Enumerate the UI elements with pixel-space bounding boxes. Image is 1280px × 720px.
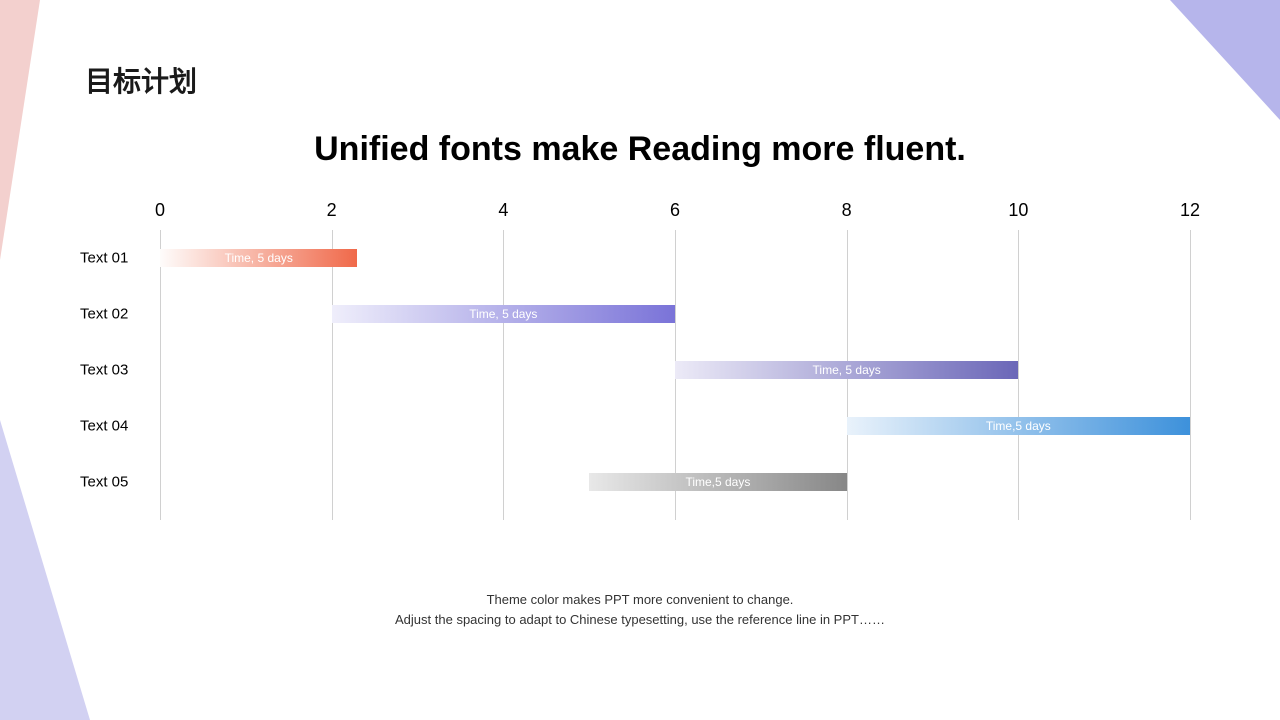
gantt-bar: Time, 5 days — [675, 361, 1018, 379]
footer-line-1: Theme color makes PPT more convenient to… — [0, 590, 1280, 610]
gridline — [1190, 230, 1191, 520]
corner-bottom-left — [0, 420, 90, 720]
gridline — [1018, 230, 1019, 520]
x-tick-label: 10 — [1008, 200, 1028, 221]
gantt-bar: Time,5 days — [847, 417, 1190, 435]
page-subtitle: Unified fonts make Reading more fluent. — [0, 130, 1280, 169]
footer-caption: Theme color makes PPT more convenient to… — [0, 590, 1280, 629]
gridline — [160, 230, 161, 520]
x-tick-label: 0 — [155, 200, 165, 221]
gantt-bar: Time,5 days — [589, 473, 847, 491]
corner-top-right — [1170, 0, 1280, 120]
row-label: Text 03 — [80, 362, 128, 379]
gantt-bar: Time, 5 days — [160, 249, 357, 267]
x-tick-label: 2 — [327, 200, 337, 221]
row-label: Text 04 — [80, 418, 128, 435]
gantt-chart: 0 2 4 6 8 10 12 Text 01 Time, 5 days Text 02 Time,… — [80, 200, 1200, 520]
row-label: Text 05 — [80, 474, 128, 491]
row-label: Text 01 — [80, 250, 128, 267]
x-tick-label: 8 — [842, 200, 852, 221]
x-tick-label: 4 — [498, 200, 508, 221]
x-tick-label: 6 — [670, 200, 680, 221]
gridline — [503, 230, 504, 520]
slide: 目标计划 Unified fonts make Reading more flu… — [0, 0, 1280, 720]
row-label: Text 02 — [80, 306, 128, 323]
page-heading: 目标计划 — [85, 60, 197, 100]
gantt-bar: Time, 5 days — [332, 305, 675, 323]
footer-line-2: Adjust the spacing to adapt to Chinese t… — [0, 610, 1280, 630]
gridline — [332, 230, 333, 520]
x-tick-label: 12 — [1180, 200, 1200, 221]
